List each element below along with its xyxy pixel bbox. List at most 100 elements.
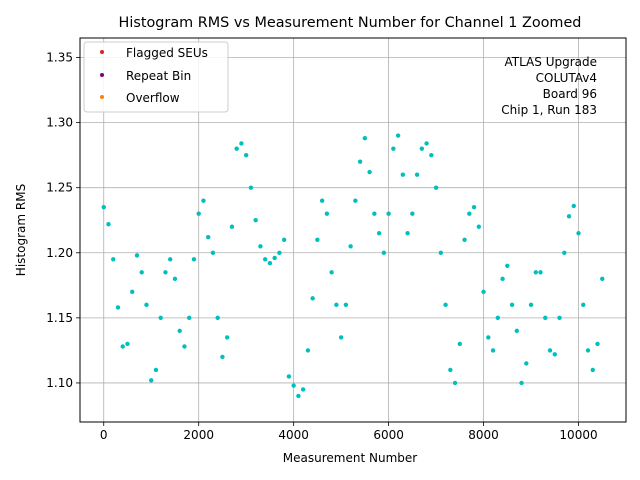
x-tick-label: 8000 (468, 428, 499, 442)
annotation-line-4: Chip 1, Run 183 (501, 103, 597, 117)
data-point (196, 211, 201, 216)
data-point (395, 133, 401, 138)
data-point (101, 205, 106, 210)
y-tick-label: 1.20 (46, 246, 73, 260)
data-point (353, 198, 358, 203)
data-point (362, 136, 368, 141)
data-point (571, 203, 576, 209)
data-point (338, 335, 344, 340)
data-point (334, 302, 339, 308)
data-point (277, 250, 282, 255)
data-point (348, 244, 353, 249)
data-point (357, 159, 363, 164)
data-point (495, 315, 501, 321)
data-point (486, 335, 491, 340)
legend-label-overflow: Overflow (126, 91, 180, 105)
data-point (300, 387, 306, 392)
axis-ticks: 0 2000 4000 6000 8000 10000 1.10 1.15 1.20 1.25 1.… (46, 51, 597, 442)
legend-marker-flagged-seus (100, 50, 104, 54)
data-point (315, 237, 320, 242)
data-point (576, 231, 581, 236)
data-point (410, 211, 415, 216)
data-point (562, 250, 567, 255)
data-point (163, 270, 168, 275)
data-point (296, 393, 301, 399)
data-point (443, 302, 448, 308)
data-point (367, 169, 372, 175)
x-tick-label: 10000 (559, 428, 597, 442)
legend-label-flagged-seus: Flagged SEUs (126, 46, 208, 60)
data-point (239, 141, 244, 146)
chart-title: Histogram RMS vs Measurement Number for … (119, 15, 582, 31)
data-point (158, 315, 163, 321)
y-tick-label: 1.10 (46, 376, 73, 390)
data-point (372, 211, 377, 216)
data-point (343, 302, 349, 308)
data-point (524, 361, 529, 366)
data-point (467, 211, 472, 216)
data-point (130, 289, 135, 295)
data-point (533, 270, 538, 275)
data-point (106, 221, 111, 227)
data-point (262, 257, 268, 262)
data-point (519, 380, 524, 386)
data-point (267, 260, 273, 266)
data-point (172, 276, 178, 282)
data-point (224, 335, 230, 340)
data-point (505, 263, 510, 268)
data-point (405, 231, 410, 236)
data-point (400, 172, 406, 177)
annotation-line-2: COLUTAv4 (536, 71, 597, 85)
data-point (220, 354, 225, 360)
data-point (528, 302, 534, 308)
data-point (481, 289, 486, 295)
data-point (187, 315, 192, 321)
data-point (414, 172, 420, 177)
data-point (139, 270, 144, 275)
y-tick-label: 1.35 (46, 51, 73, 65)
data-point (433, 185, 439, 190)
annotation-line-1: ATLAS Upgrade (504, 55, 597, 69)
data-point (476, 224, 482, 229)
data-point (381, 250, 387, 255)
data-point (286, 374, 292, 379)
y-axis-title: Histogram RMS (14, 184, 28, 276)
data-point (305, 348, 311, 353)
y-tick-label: 1.15 (46, 311, 73, 325)
data-point (457, 341, 463, 347)
data-point (205, 234, 211, 240)
data-point (386, 211, 391, 216)
data-point (234, 146, 239, 151)
data-point (429, 152, 434, 158)
x-tick-label: 6000 (373, 428, 404, 442)
data-point (115, 305, 121, 310)
data-point (448, 367, 453, 373)
data-point (319, 198, 325, 203)
legend: Flagged SEUs Repeat Bin Overflow (83, 41, 229, 113)
grid (80, 38, 626, 422)
data-point (557, 315, 562, 321)
data-point (229, 224, 235, 229)
x-axis-title: Measurement Number (283, 451, 417, 465)
x-tick-label: 4000 (278, 428, 309, 442)
data-point (281, 237, 287, 242)
data-point (134, 253, 140, 258)
data-point (191, 257, 197, 262)
data-point (566, 214, 572, 219)
data-point (500, 276, 505, 282)
data-point (291, 383, 296, 388)
data-point (424, 141, 429, 146)
data-point (590, 367, 595, 373)
data-point (177, 328, 182, 334)
x-tick-label: 0 (100, 428, 108, 442)
data-point (120, 344, 125, 349)
data-point (581, 302, 586, 308)
data-point (547, 348, 553, 353)
data-point (585, 348, 591, 353)
data-point (149, 378, 154, 383)
legend-label-repeat-bin: Repeat Bin (126, 69, 191, 83)
x-tick-label: 2000 (183, 428, 214, 442)
data-point (595, 341, 600, 347)
data-point (201, 198, 206, 203)
